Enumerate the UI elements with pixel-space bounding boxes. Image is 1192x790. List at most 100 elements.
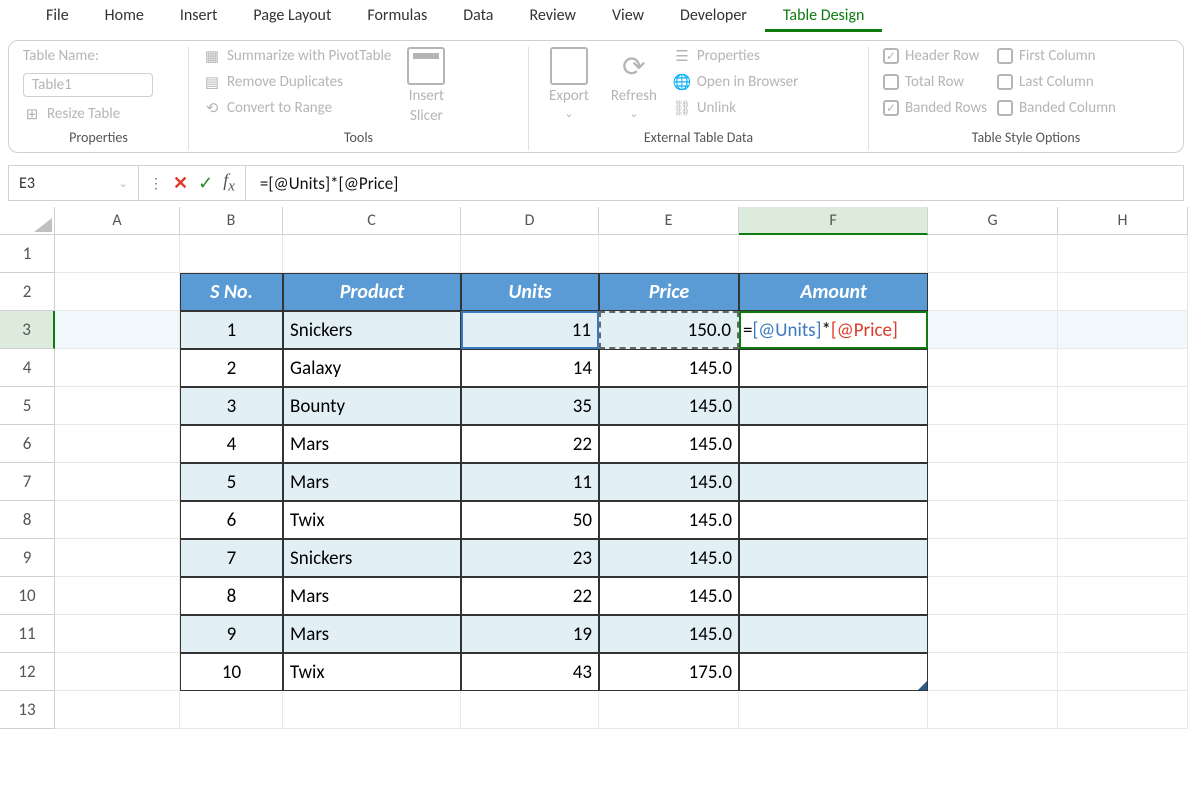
cell[interactable] [1058, 311, 1188, 349]
table-cell[interactable]: 8 [180, 577, 283, 615]
cell[interactable] [1058, 425, 1188, 463]
row-head[interactable]: 2 [0, 273, 55, 311]
table-header[interactable]: Amount [739, 273, 928, 311]
table-cell[interactable]: Bounty [283, 387, 461, 425]
cell[interactable] [739, 691, 928, 729]
cell[interactable] [55, 425, 180, 463]
cell[interactable] [928, 577, 1058, 615]
expand-icon[interactable]: ⋮ [149, 175, 163, 192]
table-cell[interactable]: 145.0 [599, 387, 739, 425]
pivot-button[interactable]: ▦Summarize with PivotTable [203, 47, 391, 65]
cell[interactable] [1058, 691, 1188, 729]
table-cell[interactable]: 150.0 [599, 311, 739, 349]
table-cell[interactable]: Mars [283, 425, 461, 463]
table-header[interactable]: Units [461, 273, 599, 311]
table-cell[interactable]: 11 [461, 311, 599, 349]
insert-slicer-button[interactable]: InsertSlicer [401, 47, 451, 125]
banded-cols-check[interactable]: Banded Column [997, 99, 1116, 117]
tab-insert[interactable]: Insert [162, 4, 236, 32]
tab-home[interactable]: Home [87, 4, 162, 32]
table-cell[interactable]: Galaxy [283, 349, 461, 387]
active-cell[interactable]: =[@Units]*[@Price] [739, 311, 928, 349]
cell[interactable] [928, 273, 1058, 311]
banded-rows-check[interactable]: Banded Rows [883, 99, 987, 117]
table-header[interactable]: Product [283, 273, 461, 311]
table-cell[interactable]: 2 [180, 349, 283, 387]
cell[interactable] [283, 235, 461, 273]
fx-icon[interactable]: fx [223, 170, 235, 196]
table-cell[interactable]: 145.0 [599, 349, 739, 387]
cell[interactable] [1058, 349, 1188, 387]
table-cell[interactable] [739, 349, 928, 387]
convert-range-button[interactable]: ⟲Convert to Range [203, 99, 391, 117]
refresh-button[interactable]: ⟳ Refresh ⌄ [605, 47, 663, 120]
select-all-corner[interactable] [0, 207, 55, 235]
table-cell[interactable] [739, 501, 928, 539]
cell[interactable] [1058, 235, 1188, 273]
table-cell[interactable] [739, 653, 928, 691]
table-cell[interactable] [739, 577, 928, 615]
table-cell[interactable]: 6 [180, 501, 283, 539]
col-head-E[interactable]: E [599, 207, 739, 235]
row-head[interactable]: 11 [0, 615, 55, 653]
table-name-input[interactable]: Table1 [23, 73, 153, 97]
table-cell[interactable] [739, 615, 928, 653]
table-cell[interactable]: 35 [461, 387, 599, 425]
table-cell[interactable]: 23 [461, 539, 599, 577]
cell[interactable] [283, 691, 461, 729]
cell[interactable] [55, 501, 180, 539]
cell[interactable] [928, 615, 1058, 653]
col-head-C[interactable]: C [283, 207, 461, 235]
table-header[interactable]: S No. [180, 273, 283, 311]
resize-table-button[interactable]: ⊞Resize Table [23, 105, 153, 123]
unlink-button[interactable]: ⛓Unlink [673, 99, 798, 117]
cell[interactable] [55, 463, 180, 501]
table-cell[interactable]: 145.0 [599, 463, 739, 501]
tab-formulas[interactable]: Formulas [349, 4, 445, 32]
row-head[interactable]: 8 [0, 501, 55, 539]
cell[interactable] [55, 311, 180, 349]
table-cell[interactable]: 1 [180, 311, 283, 349]
col-head-H[interactable]: H [1058, 207, 1188, 235]
table-cell[interactable]: Mars [283, 577, 461, 615]
cell[interactable] [928, 425, 1058, 463]
table-cell[interactable] [739, 463, 928, 501]
header-row-check[interactable]: Header Row [883, 47, 987, 65]
total-row-check[interactable]: Total Row [883, 73, 987, 91]
row-head[interactable]: 10 [0, 577, 55, 615]
cell[interactable] [1058, 501, 1188, 539]
table-cell[interactable]: 145.0 [599, 577, 739, 615]
row-head[interactable]: 4 [0, 349, 55, 387]
cell[interactable] [55, 273, 180, 311]
table-cell[interactable] [739, 425, 928, 463]
cell[interactable] [1058, 539, 1188, 577]
table-cell[interactable]: Mars [283, 463, 461, 501]
cell[interactable] [55, 691, 180, 729]
table-cell[interactable]: 14 [461, 349, 599, 387]
table-cell[interactable]: Twix [283, 653, 461, 691]
table-cell[interactable]: Snickers [283, 539, 461, 577]
cell[interactable] [55, 235, 180, 273]
cell[interactable] [461, 691, 599, 729]
tab-data[interactable]: Data [445, 4, 511, 32]
cell[interactable] [180, 691, 283, 729]
last-col-check[interactable]: Last Column [997, 73, 1116, 91]
export-button[interactable]: Export ⌄ [543, 47, 595, 120]
table-cell[interactable]: 145.0 [599, 425, 739, 463]
cell[interactable] [928, 539, 1058, 577]
cell[interactable] [928, 387, 1058, 425]
cell[interactable] [739, 235, 928, 273]
cell[interactable] [1058, 615, 1188, 653]
cell[interactable] [928, 311, 1058, 349]
tab-table-design[interactable]: Table Design [765, 4, 883, 32]
cell[interactable] [1058, 577, 1188, 615]
table-cell[interactable]: 3 [180, 387, 283, 425]
cell[interactable] [928, 653, 1058, 691]
cell[interactable] [1058, 653, 1188, 691]
table-cell[interactable]: 4 [180, 425, 283, 463]
row-head[interactable]: 5 [0, 387, 55, 425]
tab-view[interactable]: View [594, 4, 662, 32]
cancel-icon[interactable]: ✕ [173, 172, 188, 194]
col-head-D[interactable]: D [461, 207, 599, 235]
tab-review[interactable]: Review [511, 4, 594, 32]
